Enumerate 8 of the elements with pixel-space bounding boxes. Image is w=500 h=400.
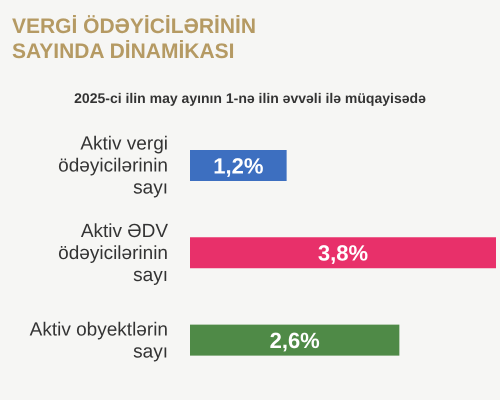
data-label: 3,8% [318,240,368,266]
data-label: 2,6% [270,328,320,353]
y-tick-label: Aktiv obyektlərin sayı [30,319,168,362]
chart-subtitle: 2025-ci ilin may ayının 1-nə ilin əvvəli ilə müqayisədə [73,90,427,106]
data-label: 1,2% [213,153,264,178]
y-tick-label: Aktiv vergi ödəyicilərinin sayı [58,134,168,199]
y-tick-label: Aktiv ƏDV ödəyicilərinin sayı [58,221,168,286]
chart-title: VERGİ ÖDƏYİCİLƏRİNİN SAYINDA DİNAMİKASI [12,14,258,64]
